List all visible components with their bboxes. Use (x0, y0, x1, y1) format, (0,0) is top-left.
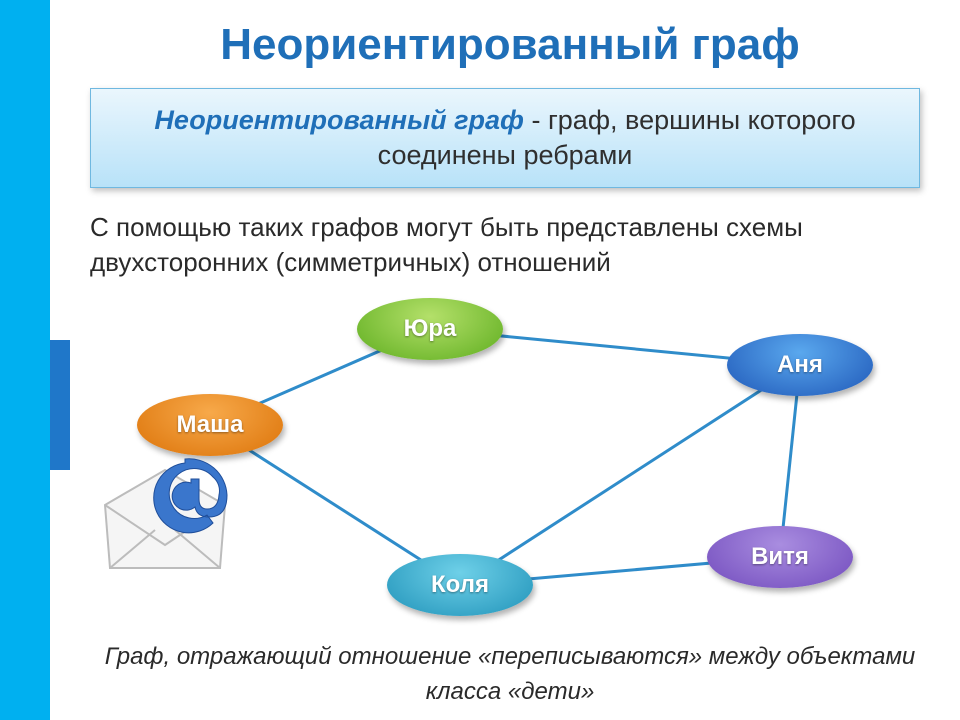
page-title: Неориентированный граф (80, 20, 940, 70)
email-icon (95, 450, 235, 580)
definition-term: Неориентированный граф (154, 105, 524, 135)
side-bar (0, 0, 50, 720)
definition-box: Неориентированный граф - граф, вершины к… (90, 88, 920, 188)
side-accent (50, 340, 70, 470)
caption-text: Граф, отражающий отношение «переписывают… (90, 640, 930, 710)
graph-node-kolya: Коля (387, 554, 533, 616)
graph-node-vitya: Витя (707, 526, 853, 588)
description-text: С помощью таких графов могут быть предст… (90, 210, 930, 280)
graph-node-anya: Аня (727, 334, 873, 396)
graph-node-masha: Маша (137, 394, 283, 456)
graph-node-yura: Юра (357, 298, 503, 360)
